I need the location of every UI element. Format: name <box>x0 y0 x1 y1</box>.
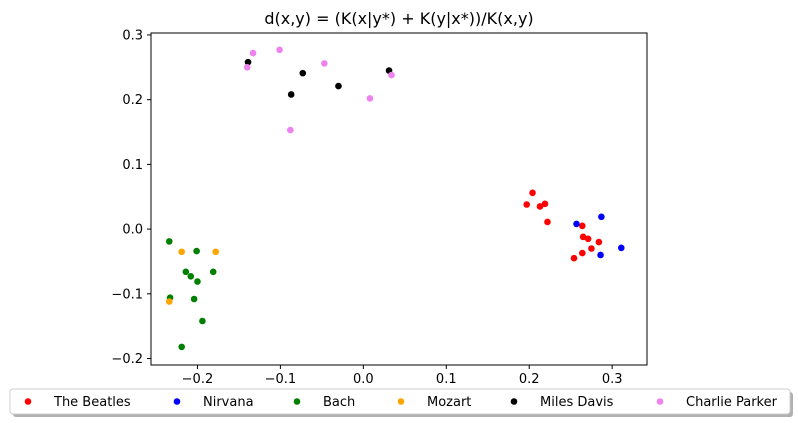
y-tick-label: 0.2 <box>122 93 143 108</box>
data-point <box>579 249 586 257</box>
data-point <box>165 238 173 245</box>
data-point <box>598 213 605 221</box>
legend-marker <box>656 398 664 405</box>
legend-marker <box>510 398 518 405</box>
data-point <box>199 317 206 325</box>
data-point <box>243 64 251 71</box>
data-point <box>388 71 395 79</box>
data-point <box>178 248 185 256</box>
legend-label: Nirvana <box>203 395 254 410</box>
data-point <box>541 200 549 208</box>
legend-marker <box>397 398 405 405</box>
x-tick-label: 0.3 <box>602 372 623 387</box>
data-point <box>617 244 625 252</box>
legend-label: Charlie Parker <box>686 395 778 410</box>
legend-label: The Beatles <box>53 395 131 410</box>
x-tick-label: 0.1 <box>436 372 457 387</box>
data-point <box>182 268 190 276</box>
chart-title: d(x,y) = (K(x|y*) + K(y|x*))/K(x,y) <box>264 9 533 28</box>
legend-label: Mozart <box>427 395 471 410</box>
data-point <box>523 201 531 208</box>
x-tick-label: 0.0 <box>353 372 374 387</box>
data-point <box>536 203 544 210</box>
data-point <box>190 295 198 303</box>
legend-marker <box>24 398 32 405</box>
points-layer <box>165 46 625 351</box>
legend-marker <box>293 398 301 405</box>
y-tick-label: 0.0 <box>122 223 143 238</box>
data-point <box>287 91 295 98</box>
data-point <box>209 268 217 276</box>
data-point <box>595 238 603 246</box>
data-point <box>335 82 342 90</box>
x-tick-label: −0.1 <box>265 372 297 387</box>
legend-label: Miles Davis <box>540 395 614 410</box>
x-tick-label: 0.2 <box>519 372 540 387</box>
data-point <box>194 278 201 285</box>
data-point <box>529 189 536 197</box>
data-point <box>287 126 294 134</box>
legend-label: Bach <box>323 395 355 410</box>
data-point <box>570 254 578 262</box>
data-point <box>299 69 307 77</box>
legend-marker <box>173 398 181 405</box>
data-point <box>193 247 200 255</box>
y-tick-label: −0.2 <box>111 352 143 367</box>
data-point <box>573 220 580 228</box>
data-point <box>249 49 257 57</box>
data-point <box>212 248 219 256</box>
y-tick-label: 0.1 <box>122 158 143 173</box>
legend: The Beatles Nirvana Bach Mozart Miles Davis C… <box>9 388 793 417</box>
data-point <box>244 58 252 66</box>
data-point <box>321 60 328 67</box>
plot-frame <box>150 32 648 366</box>
data-point <box>165 298 173 305</box>
data-point <box>276 46 283 54</box>
x-tick-label: −0.2 <box>182 372 214 387</box>
data-point <box>588 245 595 252</box>
data-point <box>544 218 551 226</box>
data-point <box>579 222 586 230</box>
data-point <box>178 343 185 351</box>
data-point <box>597 251 604 259</box>
data-point <box>584 235 592 243</box>
axes-layer: −0.2 −0.1 0.0 0.1 0.2 0.3 −0.2 −0.1 0.0 0.1 0.2 0.3 <box>111 28 648 387</box>
data-point <box>579 233 587 241</box>
data-point <box>187 273 195 280</box>
y-tick-label: 0.3 <box>122 28 143 43</box>
data-point <box>366 95 374 102</box>
y-tick-label: −0.1 <box>111 287 143 302</box>
